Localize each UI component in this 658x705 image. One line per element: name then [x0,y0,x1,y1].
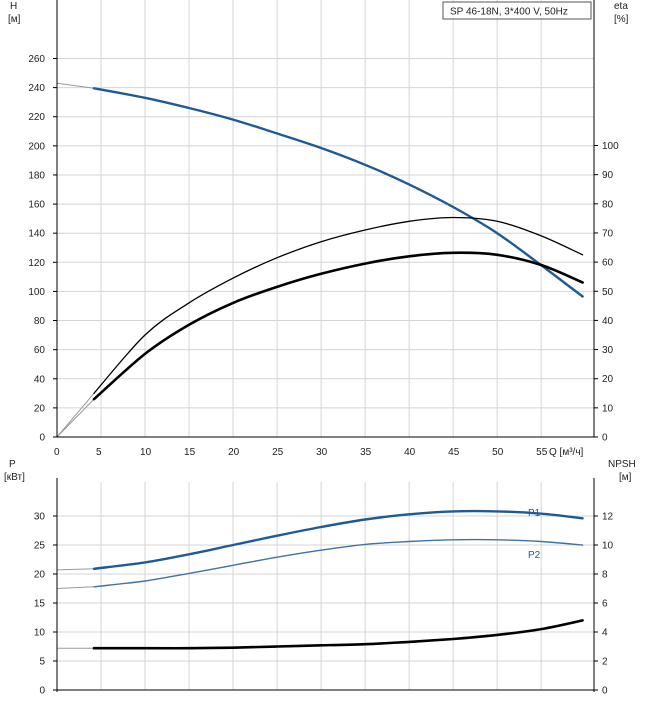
y-right-tick-label: 6 [602,599,608,610]
x-tick-label: 35 [360,447,372,458]
npsh-axis-label: NPSH [608,459,636,470]
y-left-tick-label: 220 [28,112,45,123]
y-left-tick-label: 200 [28,141,45,152]
grid-layer [56,0,594,690]
x-tick-label: 40 [404,447,416,458]
y-left-tick-label: 0 [39,433,45,444]
x-tick-label: 25 [272,447,284,458]
x-tick-label: 0 [54,447,60,458]
y-left-tick-label: 120 [28,258,45,269]
series-extension-line [56,392,95,438]
series-line-0-0 [92,87,584,298]
label-layer: SP 46-18N, 3*400 V, 50Hz H [м] eta [%] Q… [4,1,636,697]
y-right-tick-label: 12 [602,512,614,523]
y-right-tick-label: 80 [602,199,614,210]
y-left-tick-label: 240 [28,83,45,94]
npsh-axis-unit: [м] [619,472,632,483]
x-tick-label: 50 [492,447,504,458]
y-left-tick-label: 160 [28,200,45,211]
y-right-tick-label: 50 [602,287,614,298]
y-left-tick-label: 180 [28,170,45,181]
series-line-0-2 [92,251,584,401]
y-right-tick-label: 30 [602,345,614,356]
y-left-tick-label: 0 [39,686,45,697]
y-right-tick-label: 100 [602,141,619,152]
series-line-0-1 [93,216,584,394]
series-extension-line [56,82,95,89]
eta-axis-label: eta [614,1,628,12]
title-box [442,1,592,20]
y-left-tick-label: 60 [34,345,46,356]
y-left-tick-label: 10 [34,628,46,639]
y-right-tick-label: 0 [602,686,608,697]
series-extension-line [56,586,95,589]
series-label-p1: P1 [528,508,541,519]
y-right-tick-label: 8 [602,570,608,581]
y-left-tick-label: 20 [34,403,46,414]
y-right-tick-label: 40 [602,316,614,327]
h-axis-label: H [10,1,17,12]
series-extension-line [56,568,95,571]
y-left-tick-label: 20 [34,570,46,581]
x-tick-label: 55 [536,447,548,458]
y-right-tick-label: 20 [602,374,614,385]
y-left-tick-label: 260 [28,54,45,65]
series-layer [56,82,584,650]
y-right-tick-label: 10 [602,403,614,414]
y-left-tick-label: 80 [34,316,46,327]
y-left-tick-label: 140 [28,229,45,240]
p-axis-unit: [кВт] [4,472,25,483]
y-left-tick-label: 100 [28,287,45,298]
x-tick-label: 30 [316,447,328,458]
p-axis-label: P [9,459,16,470]
y-right-tick-label: 2 [602,657,608,668]
series-line-p1 [92,509,584,570]
series-line-1-2 [92,619,584,650]
q-axis-label: Q [м³/ч] [549,447,584,458]
chart-title: SP 46-18N, 3*400 V, 50Hz [450,7,568,18]
series-label-p2: P2 [528,550,541,561]
y-right-tick-label: 70 [602,228,614,239]
axis-layer [53,0,598,692]
eta-axis-unit: [%] [614,14,629,25]
y-left-tick-label: 25 [34,541,46,552]
y-right-tick-label: 60 [602,258,614,269]
series-line-p2 [93,538,584,588]
y-left-tick-label: 5 [39,657,45,668]
series-extension-line [56,398,95,438]
x-tick-label: 5 [96,447,102,458]
y-right-tick-label: 4 [602,628,608,639]
x-tick-label: 45 [448,447,460,458]
y-left-tick-label: 15 [34,599,46,610]
y-right-tick-label: 0 [602,433,608,444]
y-left-tick-label: 40 [34,374,46,385]
y-left-tick-label: 30 [34,512,46,523]
y-right-tick-label: 10 [602,541,614,552]
h-axis-unit: [м] [8,14,21,25]
x-tick-label: 20 [228,447,240,458]
y-right-tick-label: 90 [602,170,614,181]
x-tick-label: 15 [184,447,196,458]
x-tick-label: 10 [140,447,152,458]
